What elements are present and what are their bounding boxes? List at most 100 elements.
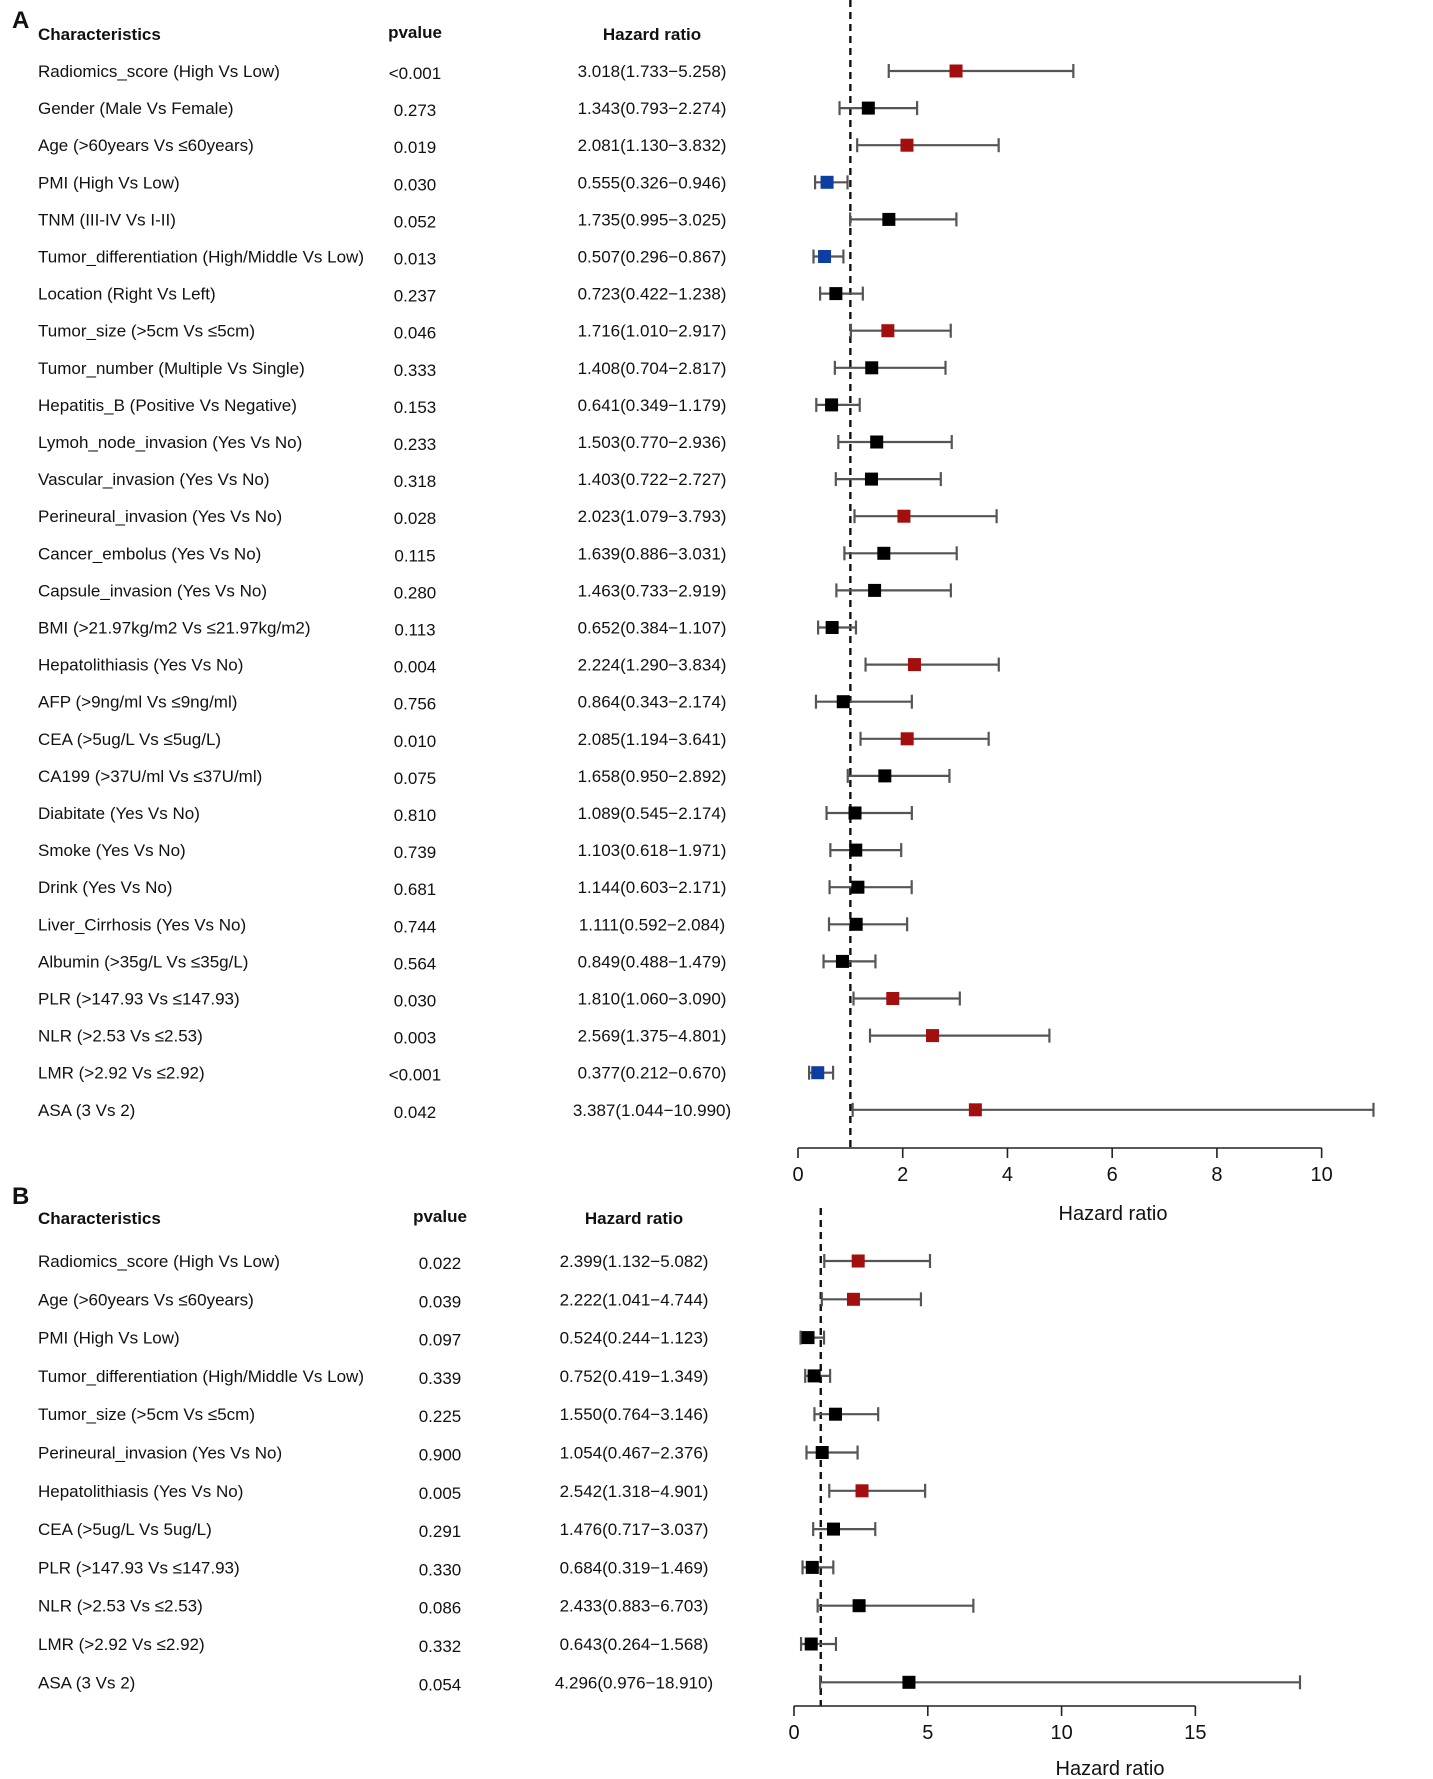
row-hazard-ratio: 0.507(0.296−0.867) [578, 248, 727, 267]
x-tick-label: 5 [922, 1722, 933, 1744]
header-pvalue: pvalue [413, 1207, 467, 1226]
row-label: Capsule_invasion (Yes Vs No) [38, 581, 267, 600]
row-hazard-ratio: 1.111(0.592−2.084) [579, 915, 725, 934]
row-hazard-ratio: 0.643(0.264−1.568) [560, 1635, 709, 1654]
hr-point [861, 101, 875, 115]
hr-point [829, 287, 843, 301]
hr-point [820, 175, 834, 189]
forest-row: Location (Right Vs Left) 0.237 0.723(0.422… [38, 285, 864, 306]
x-axis-title: Hazard ratio [1056, 1758, 1165, 1779]
row-pvalue: 0.153 [394, 398, 437, 417]
hr-point [926, 1029, 940, 1043]
forest-row: PLR (>147.93 Vs ≤147.93) 0.330 0.684(0.319… [38, 1558, 835, 1579]
header-hazard-ratio: Hazard ratio [585, 1209, 683, 1228]
row-label: Location (Right Vs Left) [38, 285, 216, 304]
forest-row: Vascular_invasion (Yes Vs No) 0.318 1.403(… [38, 470, 942, 491]
forest-row: PMI (High Vs Low) 0.030 0.555(0.326−0.946) [38, 173, 849, 194]
row-hazard-ratio: 2.433(0.883−6.703) [560, 1597, 709, 1616]
row-label: Tumor_size (>5cm Vs ≤5cm) [38, 1405, 255, 1424]
forest-row: CA199 (>37U/ml Vs ≤37U/ml) 0.075 1.658(0.9… [38, 767, 951, 788]
forest-row: Cancer_embolus (Yes Vs No) 0.115 1.639(0.8… [38, 544, 958, 565]
row-label: Diabitate (Yes Vs No) [38, 804, 200, 823]
row-hazard-ratio: 2.023(1.079−3.793) [578, 507, 727, 526]
row-pvalue: 0.039 [419, 1292, 462, 1311]
hr-point [851, 1254, 865, 1268]
x-tick-label: 4 [1002, 1164, 1013, 1186]
forest-row: Tumor_number (Multiple Vs Single) 0.333 1.… [38, 359, 947, 380]
row-hazard-ratio: 0.849(0.488−1.479) [578, 952, 727, 971]
hr-point [804, 1637, 818, 1651]
row-pvalue: 0.030 [394, 992, 437, 1011]
forest-row: Albumin (>35g/L Vs ≤35g/L) 0.564 0.849(0.4… [38, 952, 877, 973]
x-axis: 0 5 10 15 Hazard ratio [788, 1705, 1206, 1779]
forest-row: Hepatitis_B (Positive Vs Negative) 0.153 0… [38, 396, 861, 417]
forest-row: Diabitate (Yes Vs No) 0.810 1.089(0.545−2.… [38, 804, 913, 825]
forest-row: NLR (>2.53 Vs ≤2.53) 0.003 2.569(1.375−4.8… [38, 1027, 1051, 1048]
row-hazard-ratio: 3.018(1.733−5.258) [578, 62, 727, 81]
forest-row: Perineural_invasion (Yes Vs No) 0.028 2.02… [38, 507, 998, 528]
x-tick-label: 15 [1184, 1722, 1206, 1744]
row-label: Liver_Cirrhosis (Yes Vs No) [38, 915, 246, 934]
hr-point [878, 769, 892, 783]
row-hazard-ratio: 1.144(0.603−2.171) [578, 878, 727, 897]
row-pvalue: 0.042 [394, 1103, 437, 1122]
row-hazard-ratio: 1.639(0.886−3.031) [578, 544, 727, 563]
x-tick-label: 0 [788, 1722, 799, 1744]
hr-point [805, 1560, 819, 1574]
row-label: Drink (Yes Vs No) [38, 878, 172, 897]
row-hazard-ratio: 3.387(1.044−10.990) [573, 1101, 731, 1120]
hr-point [968, 1103, 982, 1117]
row-hazard-ratio: 0.555(0.326−0.946) [578, 173, 727, 192]
row-pvalue: 0.273 [394, 101, 437, 120]
forest-panel-a: A Characteristics pvalue Hazard ratio Radiom… [12, 0, 1375, 1225]
forest-row: Tumor_size (>5cm Vs ≤5cm) 0.225 1.550(0.76… [38, 1405, 880, 1426]
row-label: Age (>60years Vs ≤60years) [38, 1290, 254, 1309]
row-hazard-ratio: 0.684(0.319−1.469) [560, 1558, 709, 1577]
forest-row: LMR (>2.92 Vs ≤2.92) 0.332 0.643(0.264−1.5… [38, 1635, 838, 1656]
hr-point [897, 509, 911, 523]
row-hazard-ratio: 1.403(0.722−2.727) [578, 470, 727, 489]
forest-row: LMR (>2.92 Vs ≤2.92) <0.001 0.377(0.212−0.… [38, 1064, 835, 1085]
row-label: NLR (>2.53 Vs ≤2.53) [38, 1597, 203, 1616]
row-hazard-ratio: 1.054(0.467−2.376) [560, 1444, 709, 1463]
row-pvalue: 0.005 [419, 1484, 462, 1503]
row-label: Hepatolithiasis (Yes Vs No) [38, 1482, 243, 1501]
row-pvalue: 0.237 [394, 287, 437, 306]
row-hazard-ratio: 1.716(1.010−2.917) [578, 322, 727, 341]
forest-row: NLR (>2.53 Vs ≤2.53) 0.086 2.433(0.883−6.7… [38, 1597, 975, 1618]
row-pvalue: 0.681 [394, 880, 437, 899]
row-label: CEA (>5ug/L Vs ≤5ug/L) [38, 730, 221, 749]
row-label: TNM (III-IV Vs I-II) [38, 210, 176, 229]
row-hazard-ratio: 2.399(1.132−5.082) [560, 1252, 709, 1271]
row-pvalue: 0.233 [394, 435, 437, 454]
hr-point [881, 324, 895, 338]
panel-label: A [12, 7, 29, 34]
row-pvalue: 0.097 [419, 1331, 462, 1350]
row-hazard-ratio: 2.085(1.194−3.641) [578, 730, 727, 749]
hr-point [865, 361, 879, 375]
row-label: BMI (>21.97kg/m2 Vs ≤21.97kg/m2) [38, 619, 310, 638]
row-pvalue: 0.564 [394, 954, 437, 973]
hr-point [836, 695, 850, 709]
row-pvalue: 0.010 [394, 732, 437, 751]
row-pvalue: 0.086 [419, 1599, 462, 1618]
row-pvalue: <0.001 [389, 1066, 441, 1085]
hr-point [818, 250, 832, 263]
forest-row: Tumor_differentiation (High/Middle Vs Lo… [38, 248, 845, 269]
row-label: CEA (>5ug/L Vs 5ug/L) [38, 1520, 212, 1539]
forest-row: CEA (>5ug/L Vs 5ug/L) 0.291 1.476(0.717−3.… [38, 1520, 877, 1541]
row-pvalue: 0.075 [394, 769, 437, 788]
row-hazard-ratio: 4.296(0.976−18.910) [555, 1673, 713, 1692]
row-label: Tumor_differentiation (High/Middle Vs Lo… [38, 1367, 364, 1386]
row-label: Hepatolithiasis (Yes Vs No) [38, 656, 243, 675]
row-label: Tumor_differentiation (High/Middle Vs Lo… [38, 248, 364, 267]
row-hazard-ratio: 2.542(1.318−4.901) [560, 1482, 709, 1501]
row-label: Age (>60years Vs ≤60years) [38, 136, 254, 155]
row-pvalue: 0.028 [394, 509, 437, 528]
x-axis-title: Hazard ratio [1059, 1203, 1168, 1225]
hr-point [849, 917, 863, 931]
row-hazard-ratio: 2.569(1.375−4.801) [578, 1027, 727, 1046]
hr-point [826, 1522, 840, 1536]
hr-point [902, 1675, 916, 1689]
